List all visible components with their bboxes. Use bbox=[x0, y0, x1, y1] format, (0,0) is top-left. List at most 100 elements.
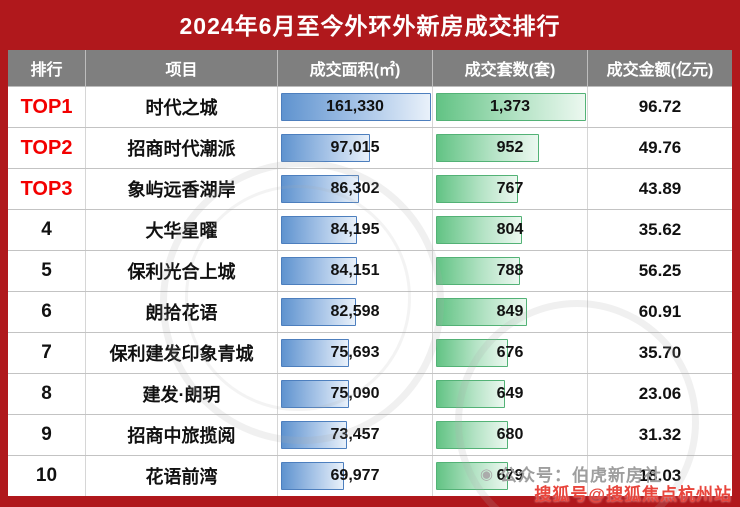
units-data-bar bbox=[436, 175, 519, 203]
units-data-bar bbox=[436, 380, 505, 408]
area-data-bar bbox=[281, 380, 349, 408]
area-cell: 161,330 bbox=[278, 87, 433, 127]
project-cell: 保利建发印象青城 bbox=[86, 333, 278, 373]
project-cell: 时代之城 bbox=[86, 87, 278, 127]
units-value-label: 649 bbox=[496, 385, 524, 402]
units-cell: 1,373 bbox=[433, 87, 588, 127]
amount-cell: 35.62 bbox=[638, 220, 682, 239]
area-value-label: 86,302 bbox=[330, 180, 380, 197]
area-cell: 75,693 bbox=[278, 333, 433, 373]
table-row: 9 招商中旅揽阅 73,457 680 31.32 bbox=[8, 415, 732, 456]
header-project: 项目 bbox=[86, 50, 278, 87]
project-cell: 象屿远香湖岸 bbox=[86, 169, 278, 209]
units-value-label: 676 bbox=[496, 344, 524, 361]
project-cell: 招商时代潮派 bbox=[86, 128, 278, 168]
units-cell: 849 bbox=[433, 292, 588, 332]
amount-cell: 23.06 bbox=[638, 384, 682, 403]
table-row: 6 朗拾花语 82,598 849 60.91 bbox=[8, 292, 732, 333]
units-cell: 676 bbox=[433, 333, 588, 373]
area-value-label: 161,330 bbox=[326, 98, 384, 115]
area-value-label: 73,457 bbox=[330, 426, 380, 443]
rank-cell: 7 bbox=[8, 333, 86, 373]
units-data-bar bbox=[436, 134, 539, 162]
ranking-table: 排行 项目 成交面积(㎡) 成交套数(套) 成交金额(亿元) TOP1 时代之城 1… bbox=[8, 50, 732, 496]
units-cell: 679 bbox=[433, 456, 588, 496]
table-body: TOP1 时代之城 161,330 1,373 96.72 TOP2 招商时代潮派 97,01… bbox=[8, 87, 732, 496]
units-cell: 804 bbox=[433, 210, 588, 250]
units-value-label: 849 bbox=[496, 303, 524, 320]
units-cell: 680 bbox=[433, 415, 588, 455]
project-cell: 花语前湾 bbox=[86, 456, 278, 496]
units-data-bar bbox=[436, 421, 509, 449]
units-value-label: 804 bbox=[496, 221, 524, 238]
project-cell: 大华星曜 bbox=[86, 210, 278, 250]
area-cell: 84,151 bbox=[278, 251, 433, 291]
project-cell: 招商中旅揽阅 bbox=[86, 415, 278, 455]
units-value-label: 679 bbox=[496, 467, 524, 484]
units-value-label: 952 bbox=[496, 139, 524, 156]
area-cell: 84,195 bbox=[278, 210, 433, 250]
units-data-bar bbox=[436, 462, 509, 490]
units-cell: 767 bbox=[433, 169, 588, 209]
units-data-bar bbox=[436, 93, 586, 121]
area-value-label: 75,693 bbox=[330, 344, 380, 361]
units-data-bar bbox=[436, 298, 528, 326]
units-cell: 649 bbox=[433, 374, 588, 414]
rank-cell: TOP3 bbox=[8, 169, 86, 209]
rank-cell: 10 bbox=[8, 456, 86, 496]
area-cell: 97,015 bbox=[278, 128, 433, 168]
header-amount: 成交金额(亿元) bbox=[588, 50, 732, 87]
area-data-bar bbox=[281, 257, 358, 285]
table-header-row: 排行 项目 成交面积(㎡) 成交套数(套) 成交金额(亿元) bbox=[8, 50, 732, 87]
area-data-bar bbox=[281, 462, 344, 490]
rank-cell: 6 bbox=[8, 292, 86, 332]
units-data-bar bbox=[436, 216, 523, 244]
area-data-bar bbox=[281, 175, 360, 203]
units-value-label: 1,373 bbox=[489, 98, 531, 115]
table-row: 10 花语前湾 69,977 679 18.03 bbox=[8, 456, 732, 496]
area-cell: 82,598 bbox=[278, 292, 433, 332]
area-data-bar bbox=[281, 134, 370, 162]
page-title: 2024年6月至今外环外新房成交排行 bbox=[179, 13, 561, 39]
header-area: 成交面积(㎡) bbox=[278, 50, 433, 87]
area-data-bar bbox=[281, 298, 356, 326]
rank-cell: 5 bbox=[8, 251, 86, 291]
area-data-bar bbox=[281, 339, 350, 367]
area-value-label: 84,195 bbox=[330, 221, 380, 238]
table-row: TOP1 时代之城 161,330 1,373 96.72 bbox=[8, 87, 732, 128]
rank-cell: 8 bbox=[8, 374, 86, 414]
units-data-bar bbox=[436, 339, 508, 367]
area-cell: 75,090 bbox=[278, 374, 433, 414]
table-row: 4 大华星曜 84,195 804 35.62 bbox=[8, 210, 732, 251]
area-value-label: 69,977 bbox=[330, 467, 380, 484]
area-value-label: 97,015 bbox=[330, 139, 380, 156]
amount-cell: 18.03 bbox=[638, 466, 682, 485]
table-row: 7 保利建发印象青城 75,693 676 35.70 bbox=[8, 333, 732, 374]
project-cell: 建发·朗玥 bbox=[86, 374, 278, 414]
project-cell: 朗拾花语 bbox=[86, 292, 278, 332]
rank-cell: 9 bbox=[8, 415, 86, 455]
amount-cell: 60.91 bbox=[638, 302, 682, 321]
units-data-bar bbox=[436, 257, 521, 285]
units-value-label: 767 bbox=[496, 180, 524, 197]
rank-cell: TOP2 bbox=[8, 128, 86, 168]
units-value-label: 788 bbox=[496, 262, 524, 279]
units-value-label: 680 bbox=[496, 426, 524, 443]
area-data-bar bbox=[281, 216, 358, 244]
area-cell: 69,977 bbox=[278, 456, 433, 496]
amount-cell: 96.72 bbox=[638, 97, 682, 116]
units-cell: 952 bbox=[433, 128, 588, 168]
table-row: 8 建发·朗玥 75,090 649 23.06 bbox=[8, 374, 732, 415]
area-cell: 73,457 bbox=[278, 415, 433, 455]
units-cell: 788 bbox=[433, 251, 588, 291]
rank-cell: TOP1 bbox=[8, 87, 86, 127]
table-row: TOP2 招商时代潮派 97,015 952 49.76 bbox=[8, 128, 732, 169]
amount-cell: 31.32 bbox=[638, 425, 682, 444]
area-value-label: 84,151 bbox=[330, 262, 380, 279]
area-data-bar bbox=[281, 93, 431, 121]
amount-cell: 35.70 bbox=[638, 343, 682, 362]
area-cell: 86,302 bbox=[278, 169, 433, 209]
rank-cell: 4 bbox=[8, 210, 86, 250]
area-value-label: 75,090 bbox=[330, 385, 380, 402]
